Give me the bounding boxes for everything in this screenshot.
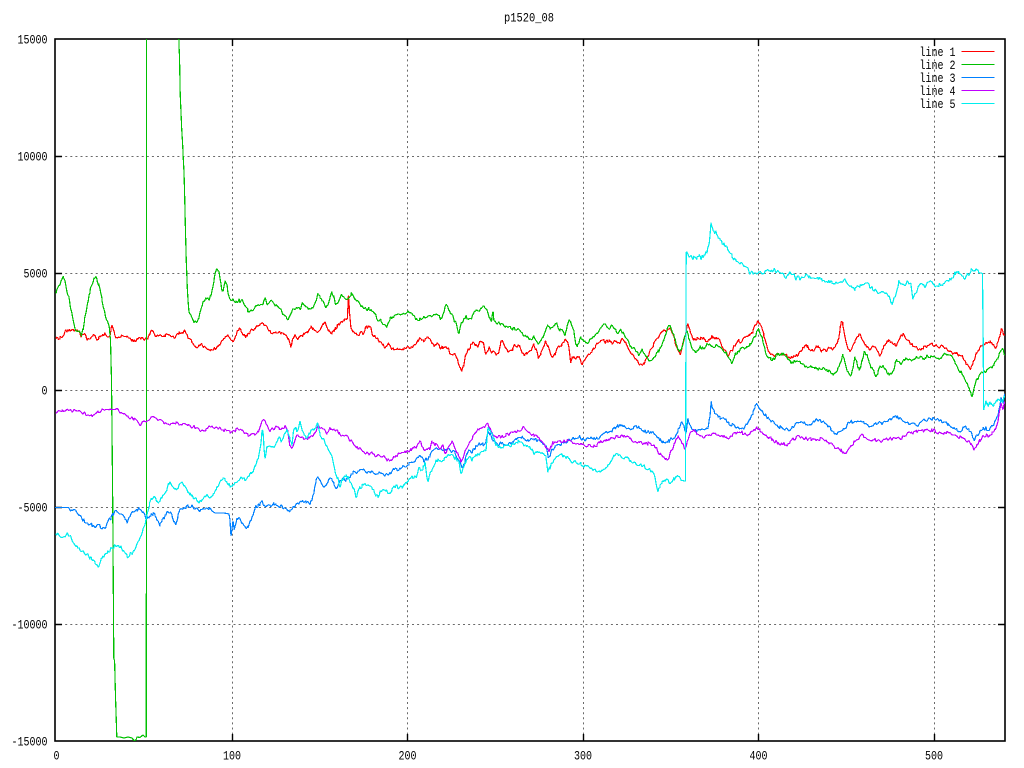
svg-text:-15000: -15000 xyxy=(12,736,48,750)
svg-text:10000: 10000 xyxy=(18,151,48,165)
svg-text:0: 0 xyxy=(42,385,48,399)
svg-text:5000: 5000 xyxy=(24,268,48,282)
svg-text:-10000: -10000 xyxy=(12,619,48,633)
svg-text:200: 200 xyxy=(399,750,417,764)
svg-text:0: 0 xyxy=(54,750,60,764)
svg-text:500: 500 xyxy=(925,750,943,764)
svg-text:-5000: -5000 xyxy=(18,502,48,516)
svg-text:p1520_08: p1520_08 xyxy=(504,12,554,26)
svg-text:100: 100 xyxy=(223,750,241,764)
svg-text:line 5: line 5 xyxy=(920,98,956,112)
svg-text:15000: 15000 xyxy=(18,34,48,48)
svg-text:400: 400 xyxy=(750,750,768,764)
svg-text:line 2: line 2 xyxy=(920,59,956,73)
svg-text:300: 300 xyxy=(574,750,592,764)
svg-text:line 1: line 1 xyxy=(920,46,956,60)
svg-text:line 4: line 4 xyxy=(920,85,956,99)
svg-text:line 3: line 3 xyxy=(920,72,956,86)
